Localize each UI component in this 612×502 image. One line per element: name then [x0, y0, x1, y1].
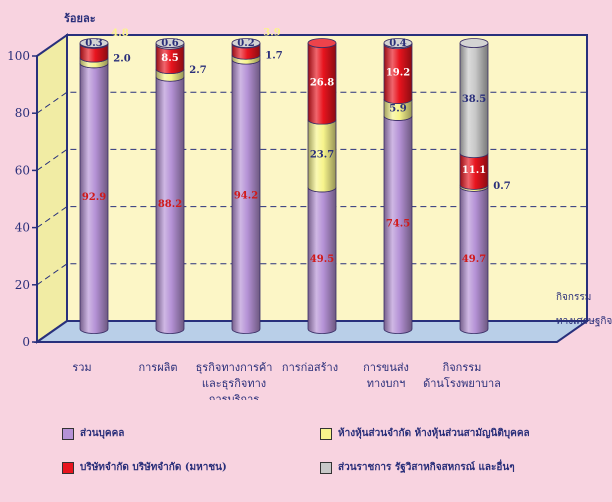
data-label: 19.2 — [386, 68, 410, 79]
bar-top-cap — [79, 38, 109, 48]
gridline — [36, 263, 587, 286]
category-label: และธุรกิจทาง — [202, 377, 266, 390]
bar-group — [307, 38, 337, 334]
category-label: การขนส่ง — [363, 361, 409, 374]
legend-item-2: บริษัทจำกัด บริษัทจำกัด (มหาชน) — [62, 460, 227, 475]
category-label: ธุรกิจทางการค้า — [196, 361, 273, 374]
data-label: 3.9 — [263, 28, 280, 39]
category-label: การผลิต — [138, 361, 177, 374]
bar-group — [231, 38, 261, 334]
gridline — [36, 91, 587, 114]
data-label: 2.0 — [113, 54, 130, 65]
category-label: การก่อสร้าง — [282, 361, 338, 374]
data-label: 49.5 — [310, 254, 334, 265]
data-label: 0.7 — [493, 181, 510, 192]
data-label: 0.2 — [237, 38, 254, 49]
y-tick-label: 20 — [15, 278, 30, 292]
legend-label-2: บริษัทจำกัด บริษัทจำกัด (มหาชน) — [80, 462, 227, 473]
bar-top-cap — [307, 38, 337, 48]
data-label: 5.9 — [389, 103, 406, 114]
data-label: 8.5 — [161, 53, 178, 64]
x-axis-title: กิจกรรม — [556, 292, 591, 303]
data-label: 23.7 — [310, 150, 334, 161]
legend-swatch-1 — [320, 427, 332, 440]
chart: 020406080100ร้อยละกิจกรรมทางเศรษฐกิจ92.9… — [7, 12, 612, 400]
bar-group — [79, 38, 109, 334]
category-label: การบริการ — [209, 393, 259, 400]
category-label: ด้านโรงพยาบาล — [423, 376, 501, 390]
legend-item-0: ส่วนบุคคล — [62, 426, 124, 441]
bar-top-cap — [383, 38, 413, 48]
gridline — [36, 206, 587, 229]
data-label: 49.7 — [462, 254, 486, 265]
y-tick-label: 60 — [15, 163, 30, 177]
bar-top-cap — [231, 38, 261, 48]
legend-swatch-0 — [62, 427, 74, 440]
category-label: ทางบกฯ — [367, 377, 406, 390]
bar-group — [155, 38, 185, 334]
data-label: 0.6 — [161, 38, 178, 49]
data-label: 1.7 — [265, 51, 282, 62]
legend-label-0: ส่วนบุคคล — [80, 428, 125, 439]
data-label: 74.5 — [386, 218, 410, 229]
category-label: กิจกรรม — [442, 361, 481, 374]
legend-item-3: ส่วนราชการ รัฐวิสาหกิจสหกรณ์ และอื่นๆ — [320, 460, 515, 475]
data-label: 38.5 — [462, 94, 486, 105]
data-label: 26.8 — [310, 77, 334, 88]
gridline — [36, 148, 587, 171]
data-label: 11.1 — [462, 165, 486, 176]
bar-top-cap — [459, 38, 489, 48]
bar-top-cap — [155, 38, 185, 48]
data-label: 4.8 — [111, 28, 128, 39]
y-axis-title: ร้อยละ — [64, 12, 96, 25]
side-wall — [36, 33, 68, 344]
data-label: 92.9 — [82, 192, 106, 203]
data-label: 88.2 — [158, 199, 182, 210]
x-axis-title: ทางเศรษฐกิจ — [556, 316, 612, 327]
legend-item-1: ห้างหุ้นส่วนจำกัด ห้างหุ้นส่วนสามัญนิติบ… — [320, 426, 530, 441]
bar-group — [459, 38, 489, 334]
y-tick-label: 40 — [15, 221, 30, 235]
data-label: 0.4 — [389, 38, 406, 49]
data-label: 94.2 — [234, 190, 258, 201]
data-label: 2.7 — [189, 65, 206, 76]
data-label: 0.3 — [85, 38, 102, 49]
y-tick-label: 100 — [7, 49, 30, 63]
legend-swatch-3 — [320, 461, 332, 474]
y-tick-label: 0 — [22, 335, 30, 349]
y-tick-label: 80 — [15, 106, 30, 120]
legend-label-3: ส่วนราชการ รัฐวิสาหกิจสหกรณ์ และอื่นๆ — [338, 462, 515, 473]
bar-group — [383, 38, 413, 334]
legend-swatch-2 — [62, 461, 74, 474]
legend-label-1: ห้างหุ้นส่วนจำกัด ห้างหุ้นส่วนสามัญนิติบ… — [338, 428, 530, 439]
category-label: รวม — [72, 361, 91, 374]
